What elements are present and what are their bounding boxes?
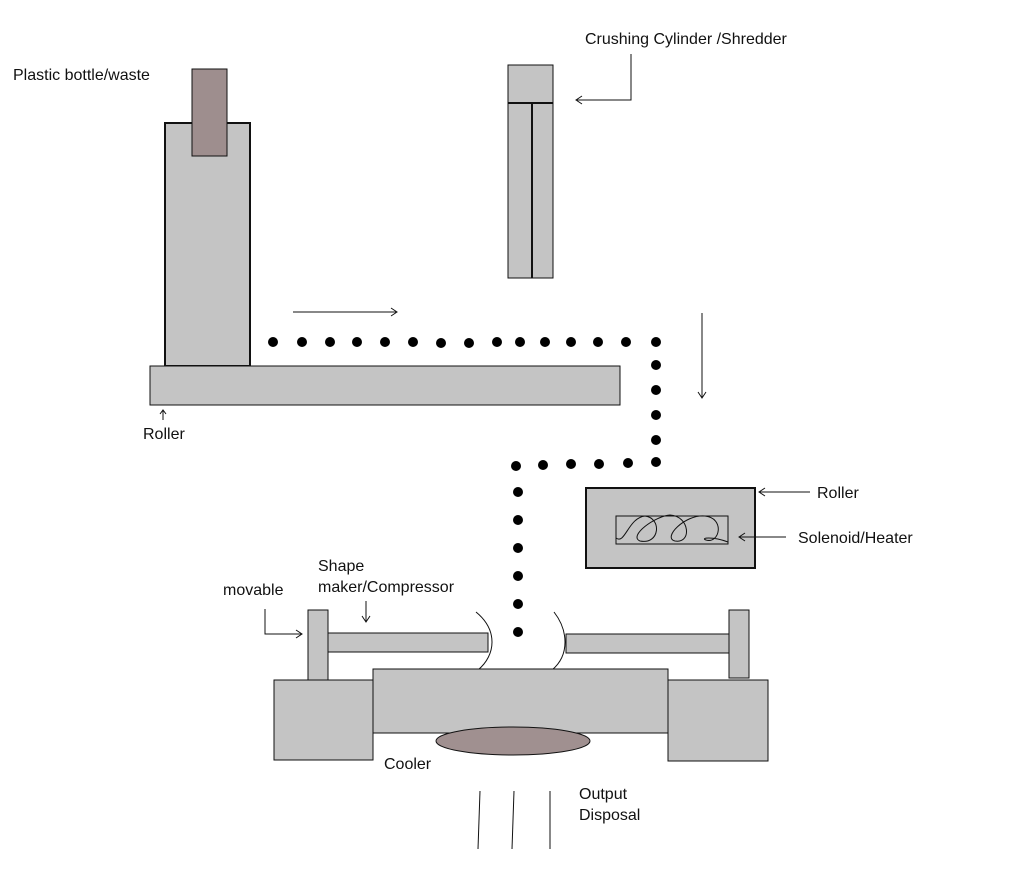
right-compressor-arm <box>565 633 730 654</box>
left-mold-jaw <box>475 611 493 671</box>
roller-platform <box>149 365 621 406</box>
compressor-assembly <box>273 609 769 762</box>
movable-label: movable <box>223 582 284 599</box>
output-label-line2: Disposal <box>579 807 640 824</box>
left-compressor-arm <box>327 632 489 653</box>
roller-label-right: Roller <box>817 485 859 502</box>
heater-pointer-arrow <box>738 532 786 542</box>
central-mold-base <box>372 668 669 734</box>
feeder-column <box>164 122 251 367</box>
right-pillar <box>728 609 750 679</box>
plastic-bottle <box>191 68 228 157</box>
shredder <box>507 64 554 279</box>
heater-coil <box>615 514 729 543</box>
roller-right-pointer-arrow <box>758 487 810 497</box>
left-base-block <box>273 679 374 761</box>
heater-label: Solenoid/Heater <box>798 530 913 547</box>
shape-maker-pointer-arrow <box>361 601 371 623</box>
left-movable-pillar <box>307 609 329 683</box>
plastic-particles-path <box>268 337 661 637</box>
roller-up-arrow <box>159 409 167 420</box>
shredder-label: Crushing Cylinder /Shredder <box>585 31 788 48</box>
shredder-pointer-arrow <box>575 54 632 105</box>
shape-maker-label-line2: maker/Compressor <box>318 579 455 596</box>
shape-maker-label-line1: Shape <box>318 558 364 575</box>
plastic-bottle-label: Plastic bottle/waste <box>13 67 150 84</box>
output-label-line1: Output <box>579 786 628 803</box>
cooler-label: Cooler <box>384 756 432 773</box>
cooler <box>435 726 591 756</box>
flow-arrow-right <box>293 307 398 317</box>
right-base-block <box>667 679 769 762</box>
movable-pointer-arrow <box>264 609 303 639</box>
output-disposal-lines <box>477 790 551 850</box>
right-mold-jaw <box>551 611 566 671</box>
flow-arrow-down <box>697 313 707 399</box>
roller-label-bottom: Roller <box>143 426 185 443</box>
